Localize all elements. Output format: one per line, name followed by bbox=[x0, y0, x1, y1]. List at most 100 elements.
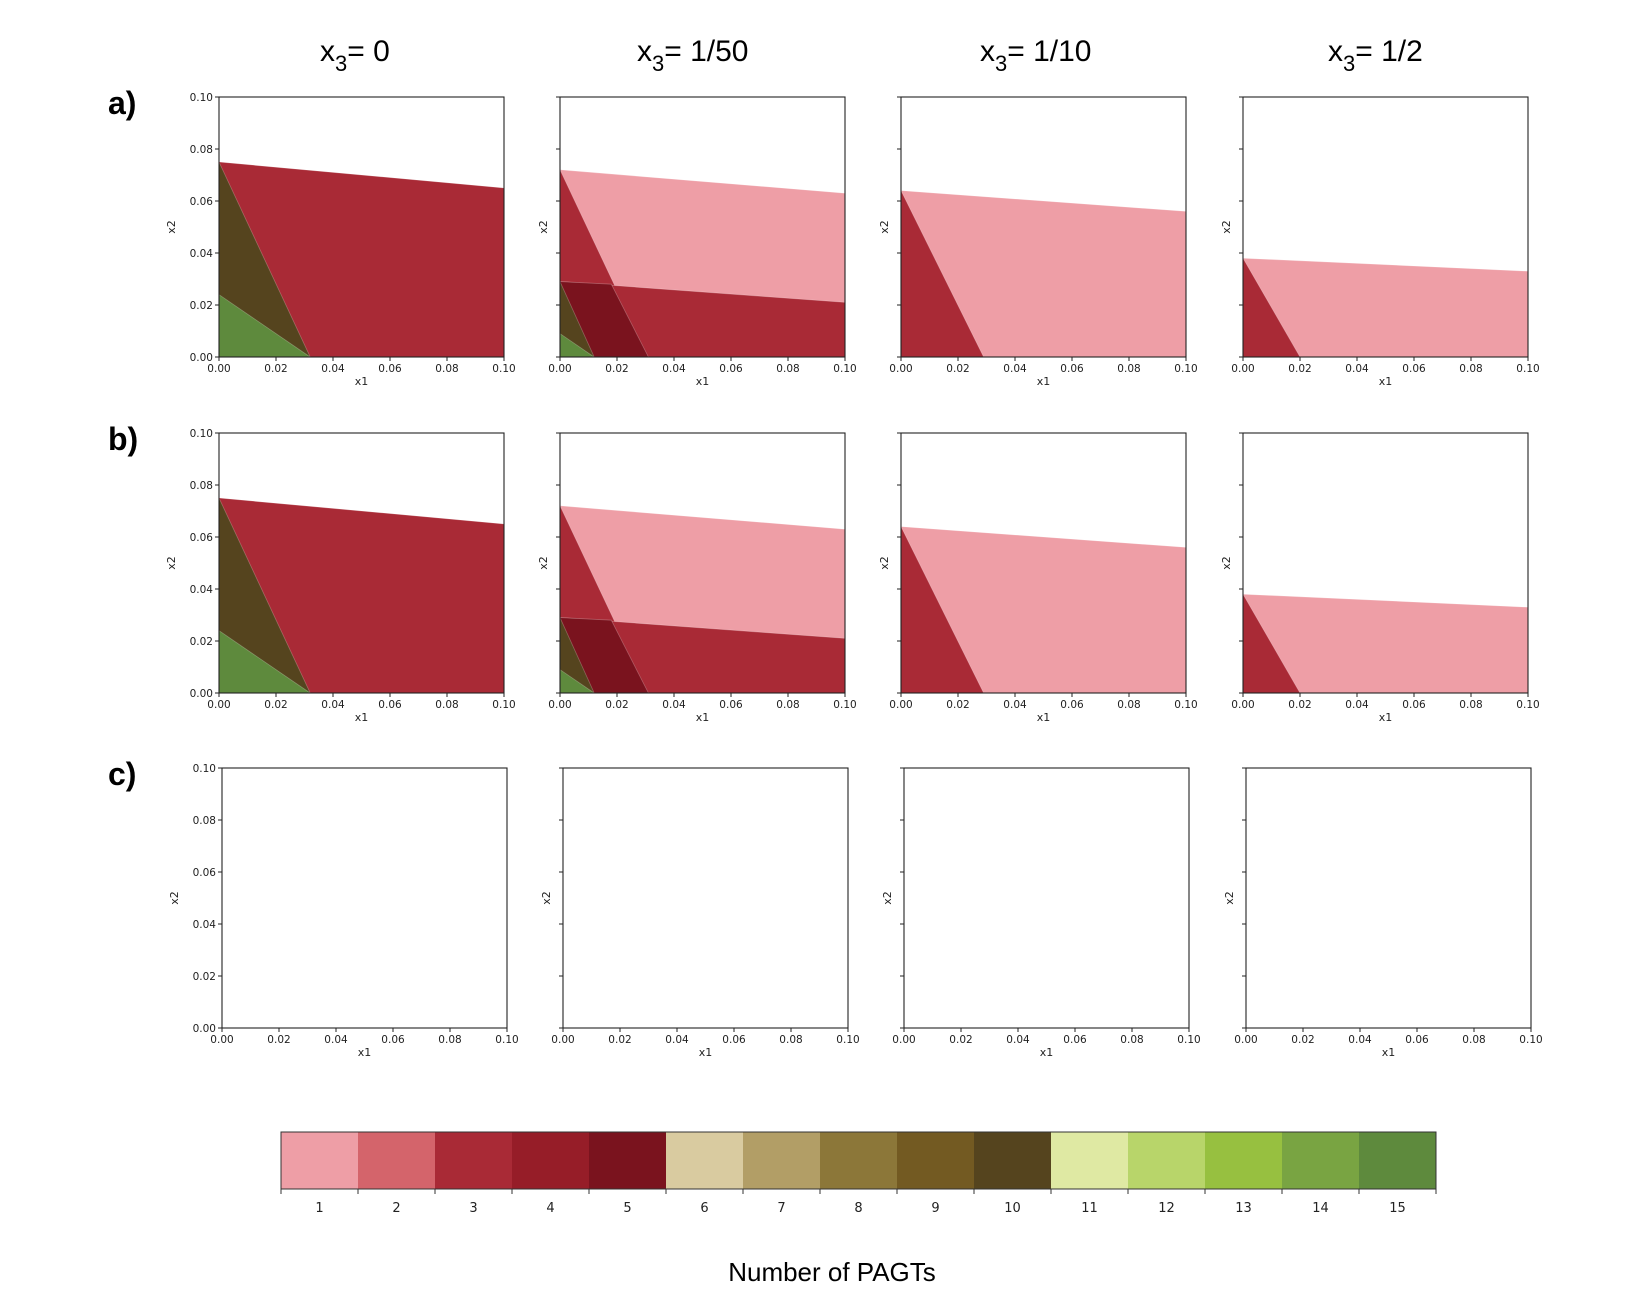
colorbar-swatch-15 bbox=[1359, 1132, 1437, 1189]
x-tick-label: 0.04 bbox=[321, 363, 345, 375]
x-tick-label: 0.00 bbox=[1231, 363, 1254, 375]
y-tick-label: 0.00 bbox=[190, 352, 213, 364]
x-tick-label: 0.02 bbox=[1291, 1034, 1314, 1046]
column-title-1: x3= 0 bbox=[320, 35, 390, 76]
x-tick-label: 0.06 bbox=[1060, 699, 1084, 711]
x-tick-label: 0.00 bbox=[1231, 699, 1254, 711]
panel-b3: 0.00 0.02 0.04 0.06 0.08 0.10 x1 x2 bbox=[878, 432, 1198, 724]
x-tick-label: 0.00 bbox=[892, 1034, 915, 1046]
y-tick-label: 0.06 bbox=[193, 867, 217, 879]
x-tick-label: 0.08 bbox=[435, 699, 458, 711]
y-tick-label: 0.04 bbox=[193, 919, 217, 931]
axes-frame bbox=[559, 96, 846, 358]
panel-grid: 0.00 0.02 0.04 0.06 0.08 0.10 0.00 0.02 0.04 0.06… bbox=[165, 92, 1543, 1059]
y-tick-label: 0.08 bbox=[190, 480, 213, 492]
x-tick-label: 0.04 bbox=[324, 1034, 348, 1046]
axes-frame bbox=[559, 432, 846, 694]
x-tick-label: 0.06 bbox=[1060, 363, 1084, 375]
x-tick-label: 0.08 bbox=[1459, 363, 1482, 375]
x-tick-label: 0.04 bbox=[1348, 1034, 1372, 1046]
x-tick-label: 0.08 bbox=[435, 363, 458, 375]
x-tick-label: 0.08 bbox=[776, 699, 799, 711]
colorbar-label: Number of PAGTs bbox=[728, 1257, 936, 1287]
colorbar-swatch-12 bbox=[1128, 1132, 1206, 1189]
colorbar-swatch-3 bbox=[435, 1132, 513, 1189]
x-axis-label: x1 bbox=[1037, 711, 1051, 724]
panel-b4: 0.00 0.02 0.04 0.06 0.08 0.10 x1 x2 bbox=[1220, 432, 1540, 724]
axes-frame bbox=[1242, 96, 1529, 358]
y-tick-label: 0.06 bbox=[190, 532, 214, 544]
x-tick-label: 0.08 bbox=[776, 363, 799, 375]
x-axis-label: x1 bbox=[696, 375, 710, 388]
axes-frame bbox=[218, 96, 505, 358]
x-tick-label: 0.06 bbox=[381, 1034, 405, 1046]
x-tick-label: 0.04 bbox=[662, 699, 686, 711]
x-tick-label: 0.00 bbox=[889, 699, 912, 711]
y-tick-label: 0.10 bbox=[190, 92, 213, 104]
x-tick-label: 0.02 bbox=[264, 699, 287, 711]
y-axis-label: x2 bbox=[878, 556, 891, 570]
x-tick-label: 0.02 bbox=[946, 363, 969, 375]
colorbar-swatch-1 bbox=[281, 1132, 359, 1189]
colorbar-swatch-2 bbox=[358, 1132, 436, 1189]
colorbar-tick-label: 6 bbox=[700, 1201, 708, 1216]
x-tick-label: 0.02 bbox=[267, 1034, 290, 1046]
y-tick-label: 0.00 bbox=[190, 688, 213, 700]
x-tick-label: 0.00 bbox=[207, 363, 230, 375]
x-tick-label: 0.10 bbox=[833, 363, 856, 375]
x-axis-label: x1 bbox=[1382, 1046, 1396, 1059]
colorbar-swatch-9 bbox=[897, 1132, 975, 1189]
colorbar-swatch-4 bbox=[512, 1132, 590, 1189]
axes-frame bbox=[900, 96, 1187, 358]
x-tick-label: 0.00 bbox=[207, 699, 230, 711]
x-tick-label: 0.06 bbox=[1063, 1034, 1087, 1046]
axes-frame bbox=[1245, 767, 1532, 1029]
y-tick-label: 0.10 bbox=[190, 428, 213, 440]
colorbar-tick-label: 2 bbox=[392, 1201, 400, 1216]
axes-frame bbox=[900, 432, 1187, 694]
colorbar-tick-label: 9 bbox=[931, 1201, 939, 1216]
colorbar-tick-label: 14 bbox=[1312, 1201, 1329, 1216]
x-tick-label: 0.04 bbox=[1003, 699, 1027, 711]
x-axis-label: x1 bbox=[1037, 375, 1051, 388]
x-tick-label: 0.10 bbox=[495, 1034, 518, 1046]
y-axis-label: x2 bbox=[1220, 556, 1233, 570]
x-tick-label: 0.04 bbox=[1003, 363, 1027, 375]
axes-frame bbox=[1242, 432, 1529, 694]
x-tick-label: 0.02 bbox=[949, 1034, 972, 1046]
y-axis-label: x2 bbox=[537, 556, 550, 570]
panel-a4: 0.00 0.02 0.04 0.06 0.08 0.10 x1 x2 bbox=[1220, 96, 1540, 388]
x-axis-label: x1 bbox=[699, 1046, 713, 1059]
colorbar-tick-label: 11 bbox=[1081, 1201, 1098, 1216]
x-tick-label: 0.04 bbox=[1345, 699, 1369, 711]
colorbar-swatch-8 bbox=[820, 1132, 898, 1189]
y-tick-label: 0.08 bbox=[190, 144, 213, 156]
x-tick-label: 0.00 bbox=[551, 1034, 574, 1046]
x-tick-label: 0.02 bbox=[605, 699, 628, 711]
axes-frame bbox=[218, 432, 505, 694]
x-axis-label: x1 bbox=[355, 375, 369, 388]
column-title-4: x3= 1/2 bbox=[1328, 35, 1423, 76]
x-tick-label: 0.06 bbox=[719, 363, 743, 375]
x-tick-label: 0.10 bbox=[1174, 699, 1197, 711]
x-axis-label: x1 bbox=[1379, 375, 1393, 388]
x-tick-label: 0.00 bbox=[548, 699, 571, 711]
x-tick-label: 0.02 bbox=[1288, 363, 1311, 375]
colorbar-tick-label: 4 bbox=[546, 1201, 554, 1216]
panel-a1: 0.00 0.02 0.04 0.06 0.08 0.10 0.00 0.02 0.04 0.06… bbox=[165, 92, 516, 388]
colorbar-tick-label: 10 bbox=[1004, 1201, 1021, 1216]
y-axis-label: x2 bbox=[878, 220, 891, 234]
x-tick-label: 0.06 bbox=[1405, 1034, 1429, 1046]
colorbar-tick-label: 15 bbox=[1389, 1201, 1406, 1216]
x-tick-label: 0.06 bbox=[719, 699, 743, 711]
x-tick-label: 0.08 bbox=[438, 1034, 461, 1046]
axes-frame bbox=[221, 767, 508, 1029]
y-axis-label: x2 bbox=[165, 556, 178, 570]
x-tick-label: 0.08 bbox=[1117, 699, 1140, 711]
panel-a2: 0.00 0.02 0.04 0.06 0.08 0.10 x1 x2 bbox=[537, 96, 857, 388]
y-tick-label: 0.06 bbox=[190, 196, 214, 208]
y-axis-label: x2 bbox=[540, 891, 553, 905]
panel-c3: 0.00 0.02 0.04 0.06 0.08 0.10 x1 x2 bbox=[881, 767, 1201, 1059]
x-tick-label: 0.04 bbox=[321, 699, 345, 711]
